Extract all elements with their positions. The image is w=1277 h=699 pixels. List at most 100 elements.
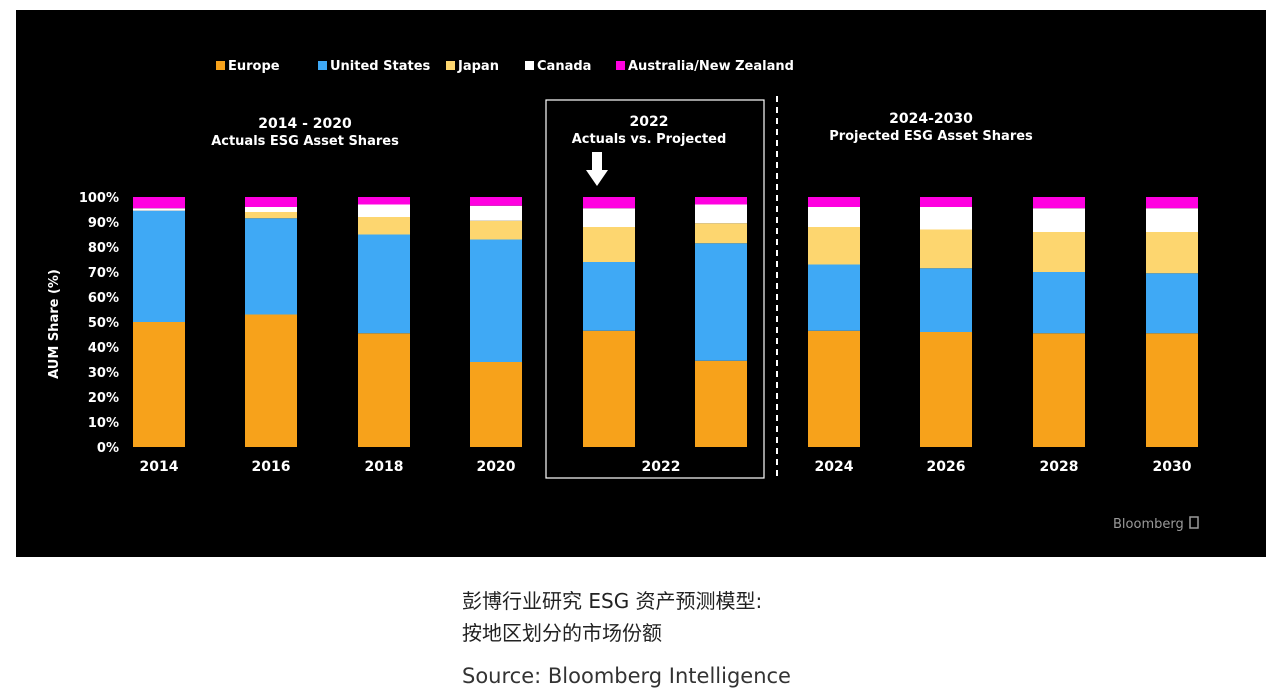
y-tick-label: 90%: [88, 216, 119, 231]
bar-segment-japan-2024: [808, 227, 860, 265]
legend-label: United States: [330, 59, 431, 74]
y-tick-label: 0%: [97, 441, 119, 456]
bar-segment-australia-new-zealand-2018: [358, 197, 410, 205]
bar-segment-europe-2030: [1146, 333, 1198, 447]
legend-item-japan: Japan: [446, 59, 499, 74]
bar-segment-australia-new-zealand-2028: [1033, 197, 1085, 209]
legend-label: Japan: [457, 59, 499, 74]
bar-segment-australia-new-zealand-2016: [245, 197, 297, 207]
bloomberg-logo: Bloomberg: [1113, 516, 1199, 532]
bar-segment-europe-2014: [133, 322, 185, 447]
bar-segment-canada-2014: [133, 208, 185, 211]
bar-segment-europe-2028: [1033, 333, 1085, 447]
bar-segment-canada-2024: [808, 207, 860, 227]
legend-swatch: [446, 61, 455, 70]
bar-segment-europe-2022: [583, 330, 635, 447]
x-tick-label-2026: 2026: [927, 459, 966, 475]
x-tick-label-2018: 2018: [365, 459, 404, 475]
y-tick-label: 20%: [88, 391, 119, 406]
bar-segment-japan-2022: [583, 227, 635, 262]
bar-segment-australia-new-zealand-2022: [695, 197, 747, 205]
bar-segment-europe-2024: [808, 330, 860, 447]
y-tick-label: 50%: [88, 316, 119, 331]
bar-segment-europe-2018: [358, 333, 410, 447]
y-tick-label: 30%: [88, 366, 119, 381]
y-tick-label: 40%: [88, 341, 119, 356]
section-left-subtitle: Actuals ESG Asset Shares: [211, 134, 399, 149]
bar-segment-europe-2016: [245, 314, 297, 447]
bar-segment-japan-2018: [358, 217, 410, 235]
bar-segment-japan-2016: [245, 212, 297, 219]
x-label-2022: 2022: [642, 459, 681, 475]
bar-segment-japan-2028: [1033, 232, 1085, 272]
bar-segment-europe-2026: [920, 332, 972, 447]
bar-segment-australia-new-zealand-2020: [470, 197, 522, 206]
legend: Europe United States Japan Canada Australia/…: [216, 59, 794, 74]
legend-item-europe: Europe: [216, 59, 280, 74]
caption-title-line2: 按地区划分的市场份额: [462, 621, 662, 645]
bar-segment-canada-2022: [695, 204, 747, 224]
bar-segment-australia-new-zealand-2030: [1146, 197, 1198, 209]
bar-segment-europe-2020: [470, 362, 522, 447]
down-arrow-icon: [586, 152, 608, 186]
bar-segment-canada-2020: [470, 205, 522, 221]
bar-segment-canada-2028: [1033, 208, 1085, 232]
bar-segment-canada-2030: [1146, 208, 1198, 232]
bar-segment-united-states-2028: [1033, 272, 1085, 334]
x-tick-label-2024: 2024: [815, 459, 854, 475]
legend-item-canada: Canada: [525, 59, 591, 74]
bar-segment-united-states-2026: [920, 268, 972, 332]
legend-label: Australia/New Zealand: [628, 59, 794, 74]
legend-swatch: [616, 61, 625, 70]
section-2022-box: [545, 99, 765, 479]
bar-segment-australia-new-zealand-2026: [920, 197, 972, 207]
bloomberg-logo-text: Bloomberg: [1113, 517, 1184, 532]
legend-label: Canada: [537, 59, 591, 74]
legend-item-united-states: United States: [318, 59, 431, 74]
legend-label: Europe: [228, 59, 280, 74]
caption-title-line1: 彭博行业研究 ESG 资产预测模型:: [462, 589, 763, 613]
bar-segment-japan-2026: [920, 229, 972, 269]
bar-segment-united-states-2030: [1146, 273, 1198, 334]
section-right-title: 2024-2030: [889, 111, 973, 127]
legend-swatch: [525, 61, 534, 70]
bar-segment-united-states-2018: [358, 234, 410, 334]
bar-segment-australia-new-zealand-2022: [583, 197, 635, 209]
bar-segment-europe-2022: [695, 360, 747, 447]
bar-segment-australia-new-zealand-2014: [133, 197, 185, 209]
y-tick-label: 80%: [88, 241, 119, 256]
x-tick-label-2030: 2030: [1153, 459, 1192, 475]
bar-segment-united-states-2020: [470, 239, 522, 362]
section-mid-subtitle: Actuals vs. Projected: [572, 132, 727, 147]
chart-panel: Europe United States Japan Canada Australia/…: [16, 10, 1266, 557]
bar-segment-canada-2022: [583, 208, 635, 227]
bar-segment-japan-2020: [470, 220, 522, 240]
stacked-bar-chart: Europe United States Japan Canada Australia/…: [47, 59, 1199, 532]
bar-segment-japan-2030: [1146, 232, 1198, 274]
y-tick-label: 10%: [88, 416, 119, 431]
bar-segment-canada-2016: [245, 207, 297, 212]
caption-source: Source: Bloomberg Intelligence: [462, 664, 791, 688]
x-tick-label-2020: 2020: [477, 459, 516, 475]
y-tick-label: 100%: [79, 191, 119, 206]
bar-segment-australia-new-zealand-2024: [808, 197, 860, 207]
x-tick-label-2028: 2028: [1040, 459, 1079, 475]
bar-segment-canada-2026: [920, 207, 972, 230]
y-tick-label: 60%: [88, 291, 119, 306]
y-tick-label: 70%: [88, 266, 119, 281]
bar-segment-canada-2018: [358, 204, 410, 217]
y-axis-label: AUM Share (%): [47, 269, 62, 379]
x-tick-label-2014: 2014: [140, 459, 179, 475]
bars: [133, 197, 1198, 447]
section-mid-title: 2022: [630, 114, 669, 130]
bar-segment-united-states-2022: [695, 243, 747, 361]
bar-segment-united-states-2024: [808, 264, 860, 331]
bar-segment-japan-2022: [695, 223, 747, 244]
legend-item-australia-new-zealand: Australia/New Zealand: [616, 59, 794, 74]
section-left-title: 2014 - 2020: [258, 116, 352, 132]
legend-swatch: [318, 61, 327, 70]
bar-segment-united-states-2022: [583, 262, 635, 331]
bar-segment-united-states-2016: [245, 218, 297, 315]
x-axis-ticks: 2014 2016 2018 2020 2024 2026 2028 2030: [140, 459, 1192, 475]
section-right-subtitle: Projected ESG Asset Shares: [829, 129, 1033, 144]
